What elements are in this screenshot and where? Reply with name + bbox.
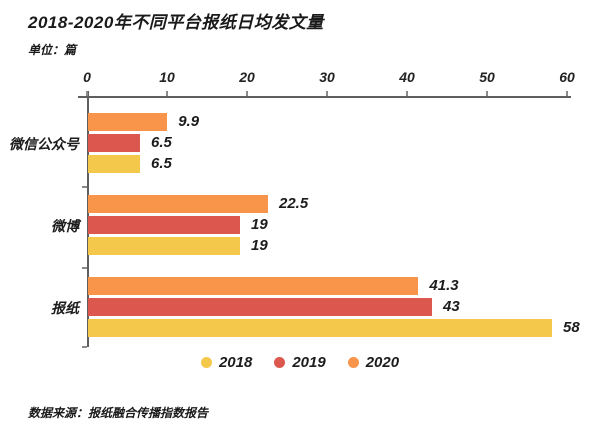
x-tick-mark-0 <box>86 91 88 96</box>
x-tick-mark-30 <box>326 91 328 96</box>
bar-2018-微博 <box>88 237 240 255</box>
bar-2020-报纸 <box>88 277 419 295</box>
legend-label-2018: 2018 <box>218 354 253 371</box>
bar-2020-微信公众号 <box>88 113 168 131</box>
bar-2019-微信公众号 <box>88 134 140 152</box>
bar-2018-报纸 <box>88 319 552 337</box>
data-source: 数据来源：报纸融合传播指数报告 <box>28 406 209 420</box>
value-label-2018-报纸: 58 <box>563 319 580 336</box>
bar-2018-微信公众号 <box>88 155 140 173</box>
unit-label: 单位：篇 <box>28 43 77 57</box>
legend-label-2019: 2019 <box>292 354 326 371</box>
x-tick-mark-50 <box>486 91 488 96</box>
value-label-2019-微信公众号: 6.5 <box>151 134 172 151</box>
x-tick-label-10: 10 <box>159 69 175 85</box>
y-tick-mark-0 <box>82 186 87 188</box>
x-tick-label-20: 20 <box>239 69 255 85</box>
legend-item-2018: 2018 <box>200 354 253 371</box>
x-tick-label-40: 40 <box>399 69 415 85</box>
legend: 2018 2019 2020 <box>0 354 600 371</box>
x-tick-label-60: 60 <box>559 69 575 85</box>
value-label-2018-微博: 19 <box>251 237 268 254</box>
x-tick-mark-40 <box>406 91 408 96</box>
legend-item-2019: 2019 <box>274 354 326 371</box>
x-tick-mark-60 <box>566 91 568 96</box>
x-tick-mark-20 <box>246 91 248 96</box>
legend-dot-2019 <box>274 357 286 368</box>
legend-dot-2020 <box>347 357 359 368</box>
category-label-2: 报纸 <box>51 300 79 316</box>
y-tick-mark-2 <box>82 346 87 348</box>
value-label-2020-报纸: 41.3 <box>429 277 459 294</box>
value-label-2020-微博: 22.5 <box>279 195 309 212</box>
bar-2020-微博 <box>88 195 268 213</box>
x-tick-mark-10 <box>166 91 168 96</box>
x-tick-label-0: 0 <box>83 69 91 85</box>
value-label-2020-微信公众号: 9.9 <box>178 113 200 130</box>
legend-label-2020: 2020 <box>365 354 400 371</box>
bar-2019-报纸 <box>88 298 432 316</box>
x-tick-label-30: 30 <box>319 69 335 85</box>
legend-item-2020: 2020 <box>347 354 400 371</box>
x-tick-label-50: 50 <box>479 69 495 85</box>
chart-title: 2018-2020年不同平台报纸日均发文量 <box>28 13 324 32</box>
y-tick-mark-1 <box>82 267 87 269</box>
value-label-2019-微博: 19 <box>251 216 268 233</box>
category-label-0: 微信公众号 <box>9 136 79 152</box>
value-label-2019-报纸: 43 <box>443 298 460 315</box>
value-label-2018-微信公众号: 6.5 <box>151 155 172 172</box>
x-axis-line <box>78 96 571 98</box>
bar-2019-微博 <box>88 216 240 234</box>
legend-dot-2018 <box>200 357 212 368</box>
category-label-1: 微博 <box>51 218 79 234</box>
